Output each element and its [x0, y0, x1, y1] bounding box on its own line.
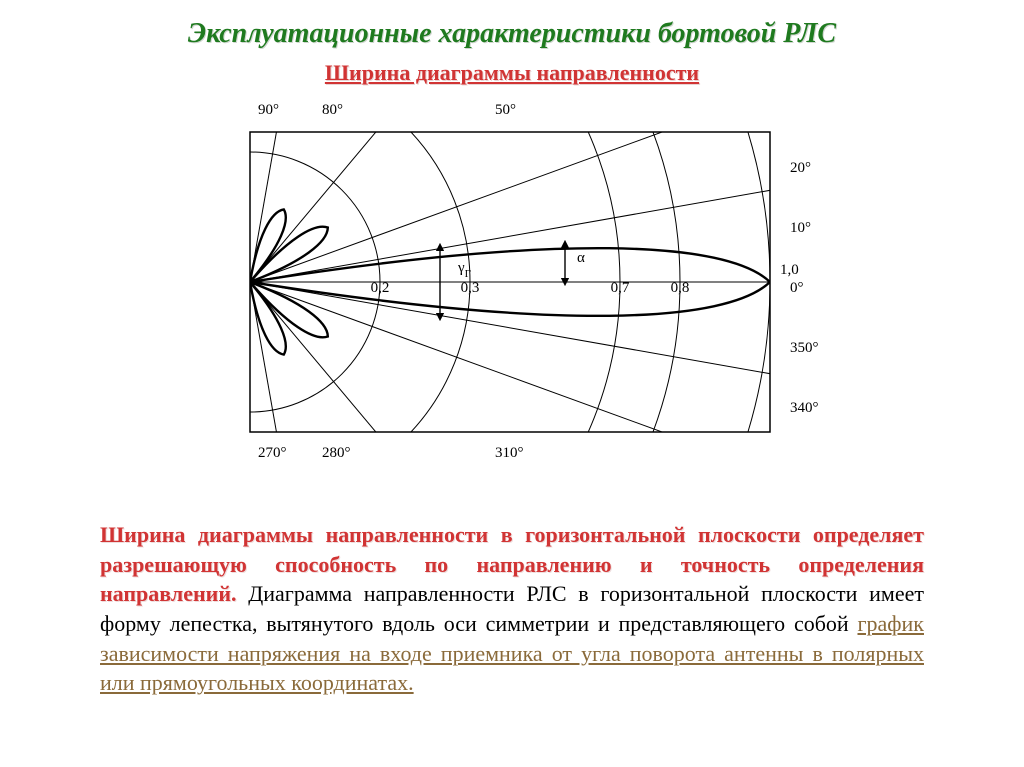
- svg-text:80°: 80°: [322, 102, 343, 118]
- svg-text:270°: 270°: [258, 445, 287, 461]
- svg-text:0°: 0°: [790, 280, 804, 296]
- diagram-svg: 0,20,30,70,81,0γГα90°80°50°20°10°0°350°3…: [210, 92, 850, 472]
- svg-text:310°: 310°: [495, 445, 524, 461]
- svg-text:20°: 20°: [790, 160, 811, 176]
- svg-text:α: α: [577, 250, 585, 266]
- description-paragraph: Ширина диаграммы направленности в горизо…: [100, 520, 924, 698]
- svg-text:0,3: 0,3: [461, 280, 480, 296]
- page-subtitle: Ширина диаграммы направленности: [0, 60, 1024, 86]
- svg-text:1,0: 1,0: [780, 262, 799, 278]
- svg-text:90°: 90°: [258, 102, 279, 118]
- radiation-pattern-diagram: 0,20,30,70,81,0γГα90°80°50°20°10°0°350°3…: [210, 92, 850, 472]
- svg-text:0,2: 0,2: [371, 280, 390, 296]
- svg-text:350°: 350°: [790, 340, 819, 356]
- svg-text:10°: 10°: [790, 220, 811, 236]
- page-title: Эксплуатационные характеристики бортовой…: [0, 18, 1024, 50]
- svg-text:280°: 280°: [322, 445, 351, 461]
- svg-text:0,7: 0,7: [611, 280, 630, 296]
- svg-text:340°: 340°: [790, 400, 819, 416]
- svg-text:50°: 50°: [495, 102, 516, 118]
- svg-text:0,8: 0,8: [671, 280, 690, 296]
